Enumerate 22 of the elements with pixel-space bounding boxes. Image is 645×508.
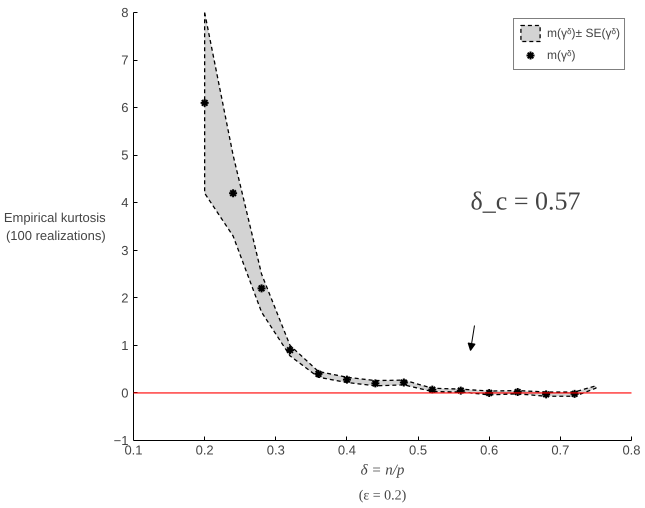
x-tick-label: 0.6 [480,442,498,458]
x-axis-title: δ = n/p [360,462,405,478]
legend-label: m(γᵟ)± SE(γᵟ) [547,26,620,40]
y-tick-label: 5 [121,148,129,163]
y-tick-label: 4 [121,195,129,210]
x-tick-label: 0.4 [338,442,356,458]
y-tick-label: 8 [121,5,129,20]
x-tick-label: 0.8 [622,442,641,458]
y-axis-title: Empirical kurtosis (100 realizations) [4,210,106,243]
legend-label: m(γᵟ) [547,48,576,62]
y-tick-label: 7 [121,52,129,68]
y-tick-label: 3 [121,242,129,258]
text: (ε = 0.2) [358,488,407,504]
x-tick-label: 0.3 [266,442,285,458]
y-tick-label: 1 [121,338,129,353]
annotation: δ_c = 0.57 [470,186,580,216]
x-tick-label: 0.5 [409,442,428,458]
x-tick-label: 0.2 [196,442,214,458]
x-tick-label: 0.7 [551,442,570,458]
y-tick-label: 2 [121,290,129,306]
y-tick-label: 0 [121,385,129,400]
y-tick-label: 6 [121,100,129,116]
